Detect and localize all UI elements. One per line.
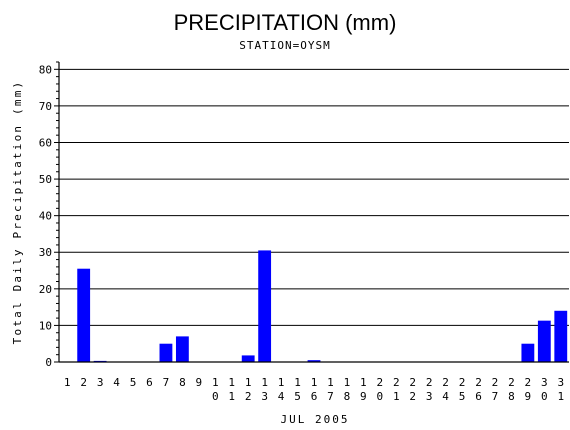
y-tick-label: 40	[39, 210, 52, 223]
x-tick-label: 6	[146, 376, 153, 389]
bar-day-31	[554, 310, 568, 362]
y-tick-label: 0	[45, 356, 52, 369]
bar-day-16	[307, 360, 321, 362]
y-tick-label: 20	[39, 283, 52, 296]
bar-day-8	[175, 336, 189, 362]
chart-subtitle: STATION=OYSM	[239, 39, 330, 52]
y-tick-label: 10	[39, 319, 52, 332]
y-tick-label: 80	[39, 63, 52, 76]
grid-lines	[59, 68, 569, 326]
y-tick-label: 30	[39, 246, 52, 259]
x-tick-label: 7	[163, 376, 170, 389]
x-tick-label: 1	[64, 376, 71, 389]
bar-day-29	[521, 343, 535, 362]
x-tick-label: 9	[196, 376, 203, 389]
x-tick-label: 3	[97, 376, 104, 389]
x-tick-label: 4	[113, 376, 120, 389]
y-tick-label: 50	[39, 173, 52, 186]
x-tick-label: 2	[80, 376, 87, 389]
bar-day-13	[258, 250, 272, 362]
y-axis-label: Total Daily Precipitation (mm)	[11, 80, 24, 345]
bar-day-2	[77, 268, 91, 362]
x-axis-label: JUL 2005	[281, 413, 350, 426]
bars	[77, 250, 568, 362]
bar-day-12	[241, 355, 255, 362]
x-tick-label: 8	[179, 376, 186, 389]
chart-title: PRECIPITATION (mm)	[174, 10, 397, 35]
bar-day-7	[159, 343, 173, 362]
x-tick-label: 5	[130, 376, 137, 389]
y-tick-label: 70	[39, 100, 52, 113]
bar-day-30	[537, 320, 551, 362]
y-tick-label: 60	[39, 136, 52, 149]
